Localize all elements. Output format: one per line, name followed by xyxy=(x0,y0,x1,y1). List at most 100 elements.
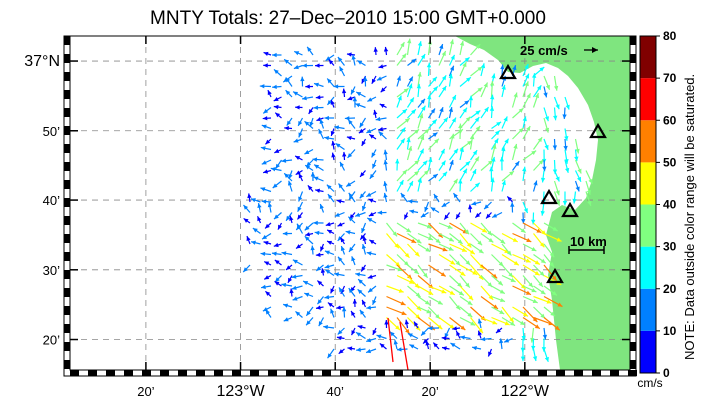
current-vector-head xyxy=(273,242,279,248)
current-vector-head xyxy=(540,289,546,295)
current-vector-head xyxy=(586,189,591,195)
current-vector-head xyxy=(536,85,542,91)
current-vector-head xyxy=(372,299,377,305)
current-vector-head xyxy=(411,238,417,243)
current-vector-head xyxy=(414,269,419,275)
axis-tick-labels: 20’ 123°W 40’ 20’ 122°W 37°N 50’ 40’ 30’ 20’ xyxy=(24,53,550,400)
current-vector-head xyxy=(285,90,291,95)
current-vector-head xyxy=(327,353,332,359)
graticule xyxy=(70,36,630,370)
current-vector-head xyxy=(408,83,413,89)
current-vector-head xyxy=(407,333,413,338)
current-vector-head xyxy=(291,285,297,290)
current-vector-head xyxy=(414,251,420,257)
current-vector-head xyxy=(305,84,310,89)
current-vector-head xyxy=(318,128,323,134)
radar-site-marker xyxy=(540,188,558,205)
current-vector-head xyxy=(404,118,410,123)
current-vector-head xyxy=(462,62,467,68)
current-vector-head xyxy=(252,228,258,233)
current-vector-head xyxy=(534,324,540,329)
current-vector-head xyxy=(263,63,268,68)
current-vector-head xyxy=(428,236,434,241)
colorbar-block xyxy=(640,120,656,163)
current-vector-head xyxy=(432,119,437,125)
current-vector-head xyxy=(488,238,494,243)
current-vector-head xyxy=(417,178,423,183)
current-vector-head xyxy=(371,78,376,84)
reference-vector: 25 cm/s xyxy=(520,43,598,58)
figure-title: MNTY Totals: 27–Dec–2010 15:00 GMT+0.000 xyxy=(150,8,546,29)
current-vector-head xyxy=(522,166,527,172)
current-vector-head xyxy=(553,85,559,91)
colorbar-block xyxy=(640,78,656,121)
current-vector-head xyxy=(497,280,503,286)
current-vector-head xyxy=(544,144,549,150)
current-vector-head xyxy=(552,145,558,151)
current-vector-head xyxy=(552,275,557,281)
current-vector-head xyxy=(246,236,251,242)
current-vector-head xyxy=(477,318,483,324)
current-vector-head xyxy=(521,219,526,224)
current-vector-head xyxy=(257,216,262,222)
current-vector-head xyxy=(306,310,311,316)
colorbar-block xyxy=(640,162,656,205)
current-vector-head xyxy=(549,262,555,268)
current-vector-head xyxy=(267,202,273,208)
current-vector-head xyxy=(512,237,518,242)
current-vector-head xyxy=(477,87,483,92)
current-vector-head xyxy=(467,300,473,305)
current-vector-head xyxy=(274,259,280,265)
current-vector-head xyxy=(539,242,545,248)
current-vector-head xyxy=(361,266,366,272)
current-vector-head xyxy=(397,95,402,101)
current-vector-head xyxy=(324,295,330,300)
current-vector-head xyxy=(449,290,455,295)
current-vector-head xyxy=(331,152,336,158)
current-vector-head xyxy=(313,105,319,110)
current-vector-head xyxy=(261,160,267,165)
current-vector-head xyxy=(317,280,323,286)
current-vector-head xyxy=(441,289,447,294)
current-vector-head xyxy=(462,168,467,174)
current-vector-head xyxy=(309,121,314,127)
current-vector-head xyxy=(363,76,368,82)
current-vector-head xyxy=(465,282,470,288)
current-vector-head xyxy=(534,93,540,99)
current-vector-head xyxy=(274,281,280,286)
current-vector-head xyxy=(544,116,550,122)
current-vector-head xyxy=(415,292,421,298)
current-vector-head xyxy=(472,270,478,275)
current-vector-head xyxy=(536,228,542,233)
colorbar-tick-label: 10 xyxy=(663,324,677,338)
current-vector-head xyxy=(263,240,269,246)
current-vector-head xyxy=(335,143,341,148)
current-vector-head xyxy=(348,192,354,198)
current-vector-head xyxy=(484,204,489,210)
current-vector-head xyxy=(488,351,493,357)
current-vector-head xyxy=(557,302,563,307)
current-vector-head xyxy=(542,334,548,340)
current-vector-head xyxy=(421,105,426,111)
current-vector-head xyxy=(456,214,461,220)
current-vector-head xyxy=(368,212,374,217)
colorbar-block xyxy=(640,36,656,79)
current-vector-head xyxy=(403,261,409,266)
current-vector-head xyxy=(398,288,404,293)
current-vector-head xyxy=(504,138,509,144)
current-vector-head xyxy=(342,151,347,157)
current-vector-head xyxy=(419,148,424,154)
current-vector-head xyxy=(433,342,438,348)
current-vector-head xyxy=(542,166,547,172)
current-vector-head xyxy=(358,128,364,134)
current-vector-head xyxy=(265,309,270,315)
current-vector-head xyxy=(262,116,268,121)
lon-tick-label: 20’ xyxy=(137,384,154,399)
current-vector-head xyxy=(432,174,438,179)
current-vector-head xyxy=(465,161,471,166)
colorbar-blocks xyxy=(640,36,656,373)
current-vector-head xyxy=(521,335,526,341)
current-vector-head xyxy=(537,137,543,143)
colorbar-block xyxy=(640,246,656,289)
current-vector-head xyxy=(287,277,293,283)
